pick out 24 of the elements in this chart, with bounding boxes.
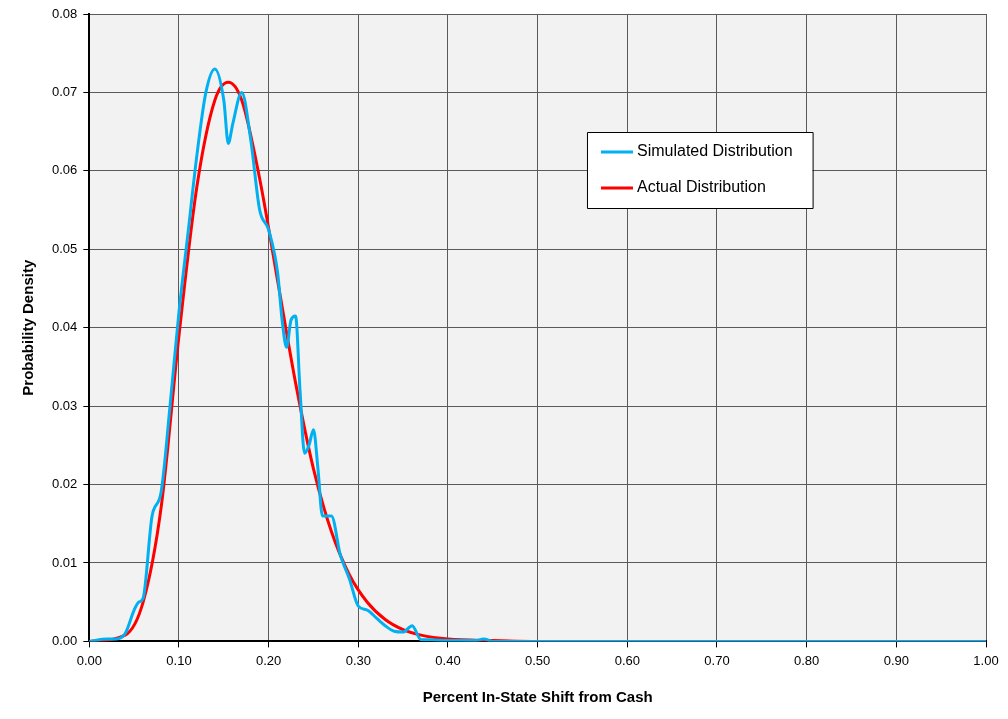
x-tick-label: 0.40 [435,652,461,668]
y-tick-label: 0.01 [51,554,78,570]
x-tick-label: 0.90 [883,652,909,668]
legend-label: Simulated Distribution [636,142,793,160]
y-tick-label: 0.05 [51,240,78,256]
y-tick-label: 0.03 [51,397,78,413]
y-tick-label: 0.06 [51,162,78,178]
x-tick-label: 0.00 [76,652,102,668]
x-tick-label: 1.00 [973,652,999,668]
y-tick-label: 0.08 [51,5,78,21]
x-tick-label: 0.80 [794,652,820,668]
y-tick-label: 0.00 [51,632,78,648]
x-tick-label: 0.10 [166,652,192,668]
y-tick-label: 0.07 [51,84,78,99]
x-tick-label: 0.20 [255,652,282,668]
legend-label: Actual Distribution [636,178,766,196]
y-axis-title: Probability Density [19,259,37,396]
x-tick-label: 0.70 [704,652,730,668]
x-tick-label: 0.30 [345,652,371,668]
x-tick-label: 0.60 [614,652,640,668]
x-tick-label: 0.50 [524,652,551,668]
x-axis-title: Percent In-State Shift from Cash [422,688,653,706]
y-tick-label: 0.04 [51,319,78,335]
y-tick-label: 0.02 [51,476,78,492]
